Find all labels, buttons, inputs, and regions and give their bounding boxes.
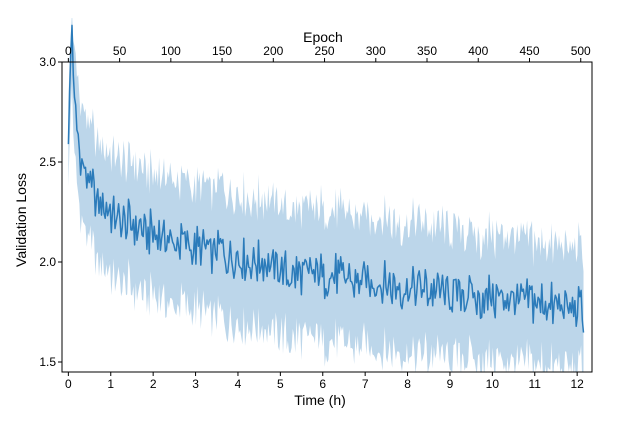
x-tick-label: 10 bbox=[486, 377, 500, 391]
y-tick-label: 2.0 bbox=[39, 255, 56, 269]
x2-tick-label: 250 bbox=[315, 44, 335, 58]
x-tick-label: 5 bbox=[277, 377, 284, 391]
y-tick-label: 2.5 bbox=[39, 155, 56, 169]
mean-line-layer bbox=[67, 24, 585, 333]
x2-tick-label: 50 bbox=[113, 44, 127, 58]
x-axis-title: Time (h) bbox=[294, 392, 346, 408]
x-tick-label: 11 bbox=[529, 377, 542, 391]
x2-tick-label: 450 bbox=[519, 44, 539, 58]
x2-tick-label: 100 bbox=[161, 44, 181, 58]
y-axis-title: Validation Loss bbox=[13, 173, 29, 267]
x-tick-label: 3 bbox=[192, 377, 199, 391]
x2-tick-label: 300 bbox=[366, 44, 386, 58]
x-axis-top: 0 50 100 150 200 250 300 350 400 450 500 bbox=[65, 44, 591, 62]
x-tick-label: 4 bbox=[235, 377, 242, 391]
x-tick-label: 7 bbox=[362, 377, 369, 391]
x2-tick-label: 500 bbox=[571, 44, 591, 58]
y-tick-label: 1.5 bbox=[39, 355, 56, 369]
x-tick-label: 9 bbox=[447, 377, 454, 391]
x-tick-label: 6 bbox=[319, 377, 326, 391]
y-axis: 1.5 2.0 2.5 3.0 bbox=[39, 55, 62, 369]
x2-tick-label: 400 bbox=[468, 44, 488, 58]
x-tick-label: 1 bbox=[107, 377, 114, 391]
x-axis-bottom: 0 1 2 3 4 5 6 7 8 9 10 11 12 bbox=[65, 372, 584, 391]
x2-tick-label: 200 bbox=[263, 44, 283, 58]
x-tick-label: 0 bbox=[65, 377, 72, 391]
x-tick-label: 2 bbox=[150, 377, 157, 391]
x2-tick-label: 0 bbox=[65, 44, 72, 58]
series-line-mean bbox=[67, 24, 585, 333]
x-tick-label: 12 bbox=[570, 377, 584, 391]
confidence-band-layer bbox=[68, 18, 584, 372]
x-tick-label: 8 bbox=[404, 377, 411, 391]
y-tick-label: 3.0 bbox=[39, 55, 56, 69]
x2-axis-title: Epoch bbox=[303, 29, 343, 45]
confidence-band bbox=[68, 18, 584, 372]
x2-tick-label: 350 bbox=[417, 44, 437, 58]
x2-tick-label: 150 bbox=[212, 44, 232, 58]
plot-frame bbox=[61, 61, 593, 373]
